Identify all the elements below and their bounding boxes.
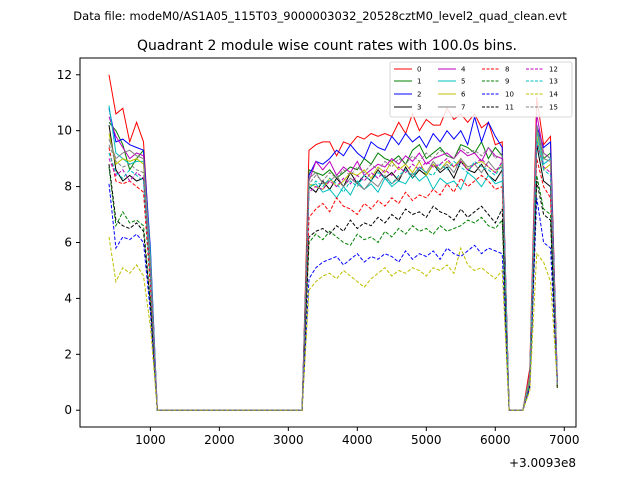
x-offset-label: +3.0093e8 bbox=[509, 456, 576, 470]
x-axis: 1000 2000 3000 4000 5000 6000 7000 bbox=[135, 427, 580, 447]
legend-label-4: 4 bbox=[461, 66, 466, 74]
legend-label-8: 8 bbox=[505, 66, 509, 74]
legend-label-9: 9 bbox=[505, 78, 509, 86]
y-axis: 0 2 4 6 8 10 12 bbox=[57, 68, 80, 417]
legend-box bbox=[389, 61, 573, 118]
y-tick-label-10: 10 bbox=[57, 124, 72, 138]
chart-title: Quadrant 2 module wise count rates with … bbox=[137, 38, 517, 54]
legend-label-13: 13 bbox=[549, 78, 558, 86]
legend-label-12: 12 bbox=[549, 66, 558, 74]
legend-label-0: 0 bbox=[417, 66, 421, 74]
legend-label-2: 2 bbox=[417, 91, 421, 99]
y-tick-label-4: 4 bbox=[64, 291, 72, 305]
legend-label-1: 1 bbox=[417, 78, 421, 86]
x-tick-label-7000: 7000 bbox=[549, 433, 580, 447]
plot-area bbox=[80, 58, 576, 427]
y-tick-label-0: 0 bbox=[64, 403, 72, 417]
x-tick-label-1000: 1000 bbox=[135, 433, 166, 447]
series-layer bbox=[108, 74, 558, 411]
legend-label-7: 7 bbox=[461, 104, 465, 112]
legend-label-10: 10 bbox=[505, 91, 514, 99]
y-tick-label-8: 8 bbox=[64, 180, 72, 194]
x-tick-label-3000: 3000 bbox=[273, 433, 304, 447]
y-tick-label-12: 12 bbox=[57, 68, 72, 82]
legend-label-15: 15 bbox=[549, 104, 558, 112]
plot-background bbox=[80, 58, 576, 427]
y-tick-label-2: 2 bbox=[64, 347, 72, 361]
x-tick-label-2000: 2000 bbox=[204, 433, 235, 447]
legend-label-3: 3 bbox=[417, 104, 421, 112]
series-line-8 bbox=[108, 147, 558, 411]
legend-label-5: 5 bbox=[461, 78, 465, 86]
legend-label-14: 14 bbox=[549, 91, 558, 99]
series-line-15 bbox=[108, 124, 558, 411]
x-tick-label-5000: 5000 bbox=[411, 433, 442, 447]
legend-label-6: 6 bbox=[461, 91, 466, 99]
x-tick-label-4000: 4000 bbox=[342, 433, 373, 447]
y-tick-label-6: 6 bbox=[64, 236, 72, 250]
legend-label-11: 11 bbox=[505, 104, 514, 112]
x-tick-label-6000: 6000 bbox=[480, 433, 511, 447]
chart-suptitle: Data file: modeM0/AS1A05_115T03_90000030… bbox=[73, 9, 567, 23]
